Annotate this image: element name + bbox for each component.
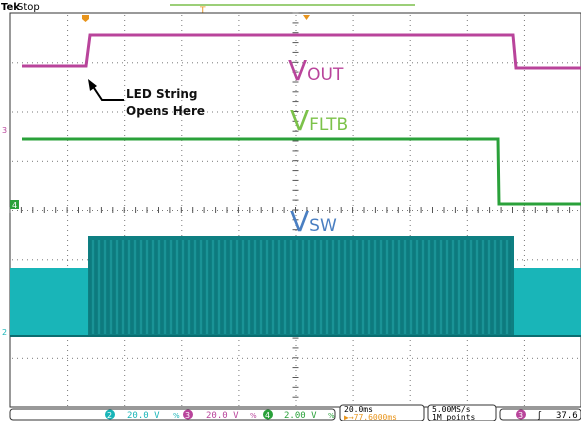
vfltb-label: VFLTB: [290, 104, 348, 137]
ch3-scale[interactable]: 20.0 V: [206, 411, 239, 421]
vout-label: VOUT: [288, 54, 344, 87]
channel-readout-box: [9, 408, 336, 421]
ch2-bw-icon: %: [173, 412, 180, 420]
acquisition-state: Stop: [17, 2, 40, 13]
brand-label: Tek: [1, 2, 20, 13]
timebase-value: 20.0ms: [344, 405, 373, 414]
vsw-label: VSW: [290, 205, 337, 238]
ch3-number: 3: [185, 411, 190, 420]
annotation-arrowhead: [88, 79, 97, 91]
trigger-offset: ▶→77.6000ms: [344, 413, 397, 421]
sample-rate: 5.00MS/s: [432, 405, 471, 414]
ch2-scale[interactable]: 20.0 V: [127, 411, 160, 421]
annotation-line-2: Opens Here: [126, 104, 205, 118]
vsw-trace-right: [514, 268, 581, 336]
ch4-scale[interactable]: 2.00 V: [284, 411, 317, 421]
vout-trace: [22, 33, 581, 70]
trigger-level-icon: [303, 15, 310, 20]
ch4-badge[interactable]: [263, 409, 273, 420]
ch2-badge[interactable]: [105, 409, 115, 420]
ch3-bw-icon: %: [250, 412, 257, 420]
acquisition-box[interactable]: [427, 404, 497, 421]
trigger-source: 3: [518, 411, 523, 420]
annotation-arrow: [91, 84, 124, 101]
ch3-ground-marker: 3: [2, 126, 7, 135]
ch3-badge[interactable]: [183, 409, 193, 420]
annotation-line-1: LED String: [126, 87, 198, 101]
vsw-trace-left: [10, 268, 90, 336]
trigger-level: 37.6: [556, 411, 578, 421]
record-length: 1M points: [432, 413, 476, 421]
ch4-ground-marker: 4: [12, 201, 17, 210]
ch4-ground-marker-box: [10, 200, 19, 209]
vfltb-trace: [22, 137, 581, 206]
trigger-position-icon: [82, 15, 89, 22]
horizontal-position-marker: T: [199, 6, 206, 16]
trigger-slope-icon: ʃ: [537, 411, 542, 421]
ch4-number: 4: [265, 411, 270, 420]
ch2-ground-marker: 2: [2, 328, 7, 337]
timebase-box[interactable]: [339, 404, 425, 421]
trigger-source-badge: [516, 409, 526, 420]
vsw-burst-texture: [89, 240, 511, 334]
ch2-number: 2: [107, 411, 112, 420]
ch4-bw-icon: %: [328, 412, 335, 420]
